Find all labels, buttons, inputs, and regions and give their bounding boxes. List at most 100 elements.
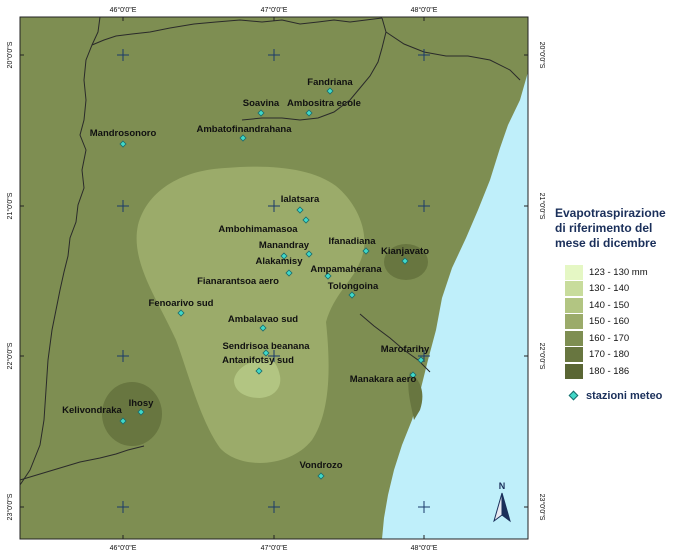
- station-label: Manakara aero: [350, 374, 417, 385]
- stations-layer: Fandriana Soavina Ambositra ecole Ambatofin…: [62, 77, 430, 480]
- grid-cross-icon: [117, 49, 129, 61]
- station-marker-icon[interactable]: [324, 272, 332, 280]
- station[interactable]: Ihosy: [129, 398, 155, 416]
- station[interactable]: Fenoarivo sud: [149, 298, 214, 317]
- north-arrow-label: N: [499, 481, 506, 491]
- station-marker-icon[interactable]: [305, 250, 313, 258]
- north-arrow-right: [501, 492, 511, 523]
- station-marker-icon[interactable]: [326, 87, 334, 95]
- grid-cross-icon: [117, 350, 129, 362]
- station-label: Soavina: [243, 98, 280, 109]
- station[interactable]: Tolongoina: [328, 281, 379, 299]
- station-marker-icon[interactable]: [280, 252, 288, 260]
- station-label: Ambatofinandrahana: [196, 124, 292, 135]
- right-lat-label-2: 21°0'0"S: [538, 193, 546, 220]
- station-marker-icon[interactable]: [305, 109, 313, 117]
- legend-swatch: [565, 330, 583, 346]
- legend-item: 160 - 170: [565, 330, 683, 347]
- station[interactable]: Alakamisy: [255, 250, 313, 267]
- legend-label: 160 - 170: [589, 332, 630, 344]
- legend-label: 140 - 150: [589, 299, 630, 311]
- bottom-lon-label-3: 48°0'0"E: [411, 544, 438, 552]
- grid-cross-icon: [268, 49, 280, 61]
- zone-140-150: [234, 358, 281, 398]
- zone-170-180-north: [20, 17, 100, 110]
- legend-item: 170 - 180: [565, 347, 683, 364]
- station-marker-icon[interactable]: [362, 247, 370, 255]
- station-marker-icon[interactable]: [259, 324, 267, 332]
- station[interactable]: Ambatofinandrahana: [196, 124, 292, 142]
- station[interactable]: Kelivondraka: [62, 405, 127, 425]
- station[interactable]: Soavina: [243, 98, 280, 117]
- station-label: Ihosy: [129, 398, 155, 409]
- bottom-lon-label-2: 47°0'0"E: [261, 544, 288, 552]
- station[interactable]: Mandrosonoro: [90, 128, 157, 148]
- station-marker-icon[interactable]: [348, 291, 356, 299]
- legend: Evapotraspirazione di riferimento del me…: [555, 206, 683, 402]
- legend-title-line-3: mese di dicembre: [555, 236, 657, 250]
- legend-label: 180 - 186: [589, 365, 630, 377]
- station-marker-icon[interactable]: [255, 367, 263, 375]
- grid-cross-icon: [418, 501, 430, 513]
- boundary-north: [241, 17, 387, 121]
- station-marker-icon[interactable]: [239, 134, 247, 142]
- station[interactable]: Antanifotsy sud: [222, 355, 294, 375]
- station-marker-icon[interactable]: [257, 109, 265, 117]
- right-lat-label-4: 23°0'0"S: [538, 494, 546, 521]
- station-marker-icon[interactable]: [409, 371, 417, 379]
- legend-label: 170 - 180: [589, 349, 630, 361]
- station[interactable]: Ambositra ecole: [287, 98, 361, 117]
- station-label: Marofarihy: [381, 344, 430, 355]
- station-marker-icon[interactable]: [177, 309, 185, 317]
- legend-label: 130 - 140: [589, 283, 630, 295]
- station-marker-icon[interactable]: [317, 472, 325, 480]
- left-lat-label-2: 21°0'0"S: [6, 192, 14, 219]
- station-marker-icon[interactable]: [401, 257, 409, 265]
- station[interactable]: Fianarantsoa aero: [197, 269, 293, 287]
- grid-cross-icon: [418, 49, 430, 61]
- station[interactable]: Ifanadiana: [329, 236, 377, 255]
- legend-title-line-1: Evapotraspirazione: [555, 206, 666, 220]
- station[interactable]: Ampamaherana: [310, 264, 382, 280]
- station-label: Ifanadiana: [329, 236, 377, 247]
- boundary-northeast: [385, 31, 521, 81]
- station-marker-icon[interactable]: [137, 408, 145, 416]
- station[interactable]: Manandray: [259, 240, 310, 260]
- legend-label: 123 - 130 mm: [589, 266, 648, 278]
- legend-item: 180 - 186: [565, 363, 683, 380]
- station[interactable]: Marofarihy: [381, 344, 430, 364]
- north-arrow: N: [493, 481, 511, 523]
- station-marker-icon[interactable]: [417, 356, 425, 364]
- station[interactable]: Ambohimamasoa: [218, 216, 310, 235]
- legend-swatch: [565, 363, 583, 379]
- left-lat-label-3: 22°0'0"S: [6, 342, 14, 369]
- station-label: Ambositra ecole: [287, 98, 361, 109]
- grid-cross-icon: [117, 200, 129, 212]
- station-marker-icon[interactable]: [285, 269, 293, 277]
- station[interactable]: Ialatsara: [281, 194, 320, 214]
- station-symbol-icon: [568, 390, 579, 401]
- station[interactable]: Fandriana: [307, 77, 353, 95]
- station[interactable]: Vondrozo: [299, 460, 343, 480]
- station[interactable]: Kianjavato: [381, 246, 429, 265]
- station-marker-icon[interactable]: [302, 216, 310, 224]
- boundary-west: [19, 16, 101, 486]
- station[interactable]: Ambalavao sud: [228, 314, 298, 332]
- station-label: Fandriana: [307, 77, 353, 88]
- station-marker-icon[interactable]: [296, 206, 304, 214]
- station-marker-icon[interactable]: [119, 417, 127, 425]
- legend-swatch: [565, 281, 583, 297]
- station-marker-icon[interactable]: [119, 140, 127, 148]
- station-marker-icon[interactable]: [262, 349, 270, 357]
- grid-cross-icon: [268, 501, 280, 513]
- grid-cross-icon: [268, 350, 280, 362]
- legend-title-line-2: di riferimento del: [555, 221, 653, 235]
- station-label: Tolongoina: [328, 281, 379, 292]
- top-lon-label-2: 47°0'0"E: [261, 6, 288, 14]
- station[interactable]: Sendrisoa beanana: [222, 341, 310, 357]
- station[interactable]: Manakara aero: [350, 371, 417, 385]
- grid-cross-icon: [418, 200, 430, 212]
- legend-title: Evapotraspirazione di riferimento del me…: [555, 206, 683, 251]
- station-label: Alakamisy: [255, 256, 303, 267]
